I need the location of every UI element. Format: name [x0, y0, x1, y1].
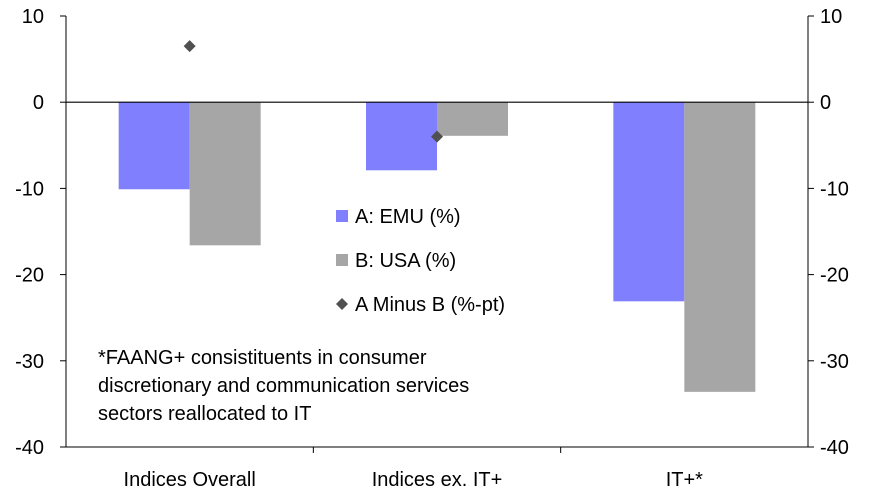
y-tick-label-right-5: -40 — [820, 437, 849, 459]
y-tick-label-left-4: -30 — [15, 351, 44, 373]
axes-layer: Indices Overall Indices ex. IT+ IT+* 10 10 0 0… — [15, 6, 849, 491]
marker-diff-1 — [431, 130, 443, 143]
footnote: *FAANG+ consistituents in consumer discre… — [98, 347, 469, 425]
category-label-1: Indices ex. IT+ — [372, 469, 503, 491]
bars-layer — [118, 102, 756, 392]
y-tick-label-right-3: -20 — [820, 265, 849, 287]
bar-b-1 — [437, 102, 508, 136]
footnote-line-1: discretionary and communication services — [98, 375, 469, 397]
footnote-line-0: *FAANG+ consistituents in consumer — [98, 347, 427, 369]
y-tick-label-left-2: -10 — [15, 178, 44, 200]
y-tick-label-right-0: 10 — [820, 6, 842, 28]
bar-b-2 — [684, 102, 756, 392]
legend-swatch-0 — [336, 210, 348, 222]
y-tick-label-left-1: 0 — [33, 92, 44, 114]
y-tick-label-right-4: -30 — [820, 351, 849, 373]
category-label-2: IT+* — [666, 469, 703, 491]
bar-a-2 — [613, 102, 685, 302]
legend-label-1: B: USA (%) — [355, 250, 456, 272]
legend-swatch-1 — [336, 254, 348, 266]
y-tick-label-right-2: -10 — [820, 178, 849, 200]
y-tick-label-left-3: -20 — [15, 265, 44, 287]
bar-a-1 — [366, 102, 437, 171]
y-tick-label-left-0: 10 — [22, 6, 44, 28]
bar-a-0 — [118, 102, 190, 190]
legend-swatch-2 — [336, 298, 348, 310]
y-tick-label-right-1: 0 — [820, 92, 831, 114]
y-tick-label-left-5: -40 — [15, 437, 44, 459]
footnote-line-2: sectors reallocated to IT — [98, 403, 311, 425]
legend-label-2: A Minus B (%-pt) — [355, 294, 505, 316]
legend: A: EMU (%) B: USA (%) A Minus B (%-pt) — [336, 206, 505, 316]
bar-b-0 — [189, 102, 261, 246]
markers-layer — [183, 40, 443, 143]
legend-label-0: A: EMU (%) — [355, 206, 461, 228]
category-label-0: Indices Overall — [124, 469, 256, 491]
marker-diff-0 — [183, 40, 196, 53]
